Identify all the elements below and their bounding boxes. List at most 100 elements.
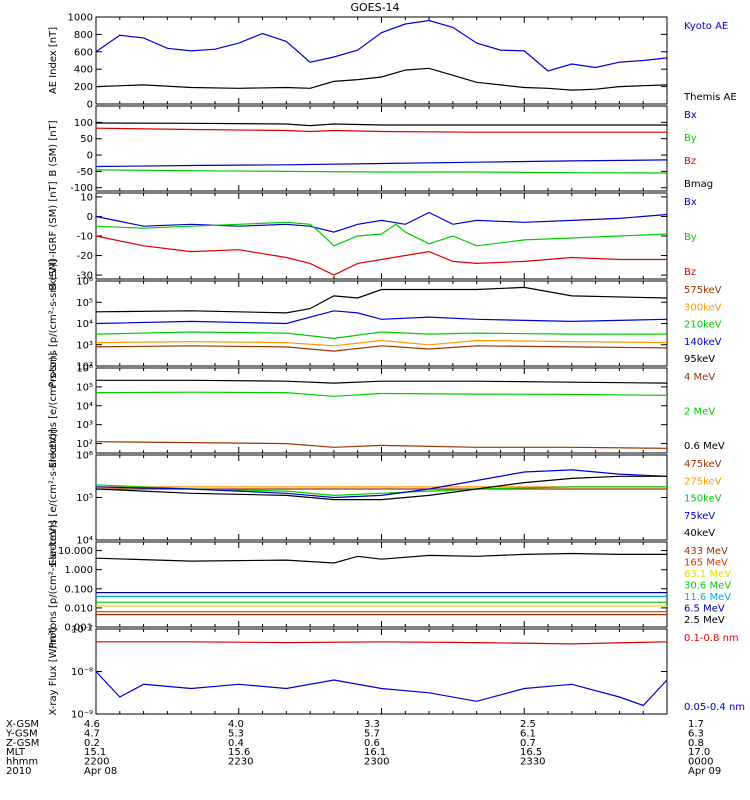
legend-label: 140keV — [684, 337, 722, 348]
footer-row-label: Z-GSM — [6, 738, 39, 749]
y-tick-label: 0.010 — [64, 603, 93, 614]
panel-frame — [95, 454, 668, 541]
series-line — [95, 235, 667, 276]
footer-cell: 16.5 — [520, 747, 542, 758]
legend-label: Themis AE — [683, 92, 737, 103]
series-line — [95, 19, 668, 72]
y-tick-label: -50 — [77, 167, 93, 178]
y-tick-label: -100 — [70, 183, 93, 194]
footer-row-label: 2010 — [6, 766, 31, 777]
legend-label: 63.1 MeV — [684, 569, 731, 580]
y-tick-label: 0 — [87, 100, 93, 111]
legend-label: 11.6 MeV — [684, 592, 731, 603]
footer-cell: Apr 09 — [688, 766, 721, 777]
panel-1: 0 200 400 600 800 1000 AE Index [nT] Kyoto AE Th… — [48, 13, 737, 111]
footer-row-label: hhmm — [6, 757, 38, 768]
footer-cell: 16.1 — [364, 747, 386, 758]
y-tick-label: -20 — [77, 251, 93, 262]
footer-cell: 0.6 — [364, 738, 380, 749]
footer-cell: 6.3 — [688, 728, 704, 739]
y-tick-label: 10⁶ — [76, 364, 93, 375]
y-tick-label: 10⁻⁹ — [71, 710, 93, 721]
legend-label: 275keV — [684, 476, 722, 487]
panel-frame — [95, 280, 668, 367]
y-tick-label: 10 — [80, 192, 93, 203]
series-line — [95, 345, 668, 352]
legend-label: 0.05-0.4 nm — [684, 702, 745, 713]
legend-label: Bz — [684, 156, 696, 167]
series-line — [95, 671, 668, 707]
y-tick-label: 10³ — [76, 420, 93, 431]
series-line — [95, 441, 668, 449]
series-line — [95, 331, 667, 340]
footer-cell: 4.6 — [84, 719, 100, 730]
y-tick-label: 50 — [80, 134, 93, 145]
legend-label: 40keV — [684, 528, 715, 539]
panel-8: 10⁻⁹ 10⁻⁸ 10⁻⁷ X-ray Flux [W/m²] 0.1-0.8 nm 0… — [48, 625, 745, 721]
footer-cell: 0000 — [688, 757, 713, 768]
y-axis-label: X-ray Flux [W/m²] — [48, 627, 59, 715]
legend-label: Bx — [684, 197, 697, 208]
series-line — [95, 475, 667, 501]
y-tick-label: 200 — [74, 82, 93, 93]
y-tick-label: 1.000 — [64, 565, 93, 576]
y-tick-label: 600 — [74, 47, 93, 58]
y-tick-label: 800 — [74, 30, 93, 41]
legend-label: Kyoto AE — [684, 21, 728, 32]
y-tick-label: 0.100 — [64, 584, 93, 595]
y-axis-label: AE Index [nT] — [48, 27, 59, 94]
y-tick-label: 10⁻⁸ — [71, 667, 93, 678]
y-tick-label: 10³ — [76, 340, 93, 351]
series-line — [96, 379, 668, 384]
y-tick-label: 100 — [74, 118, 93, 129]
y-axis-label: Protons [p/(cm²-s-sr-keV)] — [48, 259, 59, 387]
panel-6: 10⁴ 10⁵ 10⁶ Electrons [e/(cm²-s-sr-keV)] 475… — [48, 429, 722, 566]
legend-label: By — [684, 133, 697, 144]
panel-frame — [95, 105, 668, 192]
y-tick-label: 0 — [87, 212, 93, 223]
legend-label: 4 MeV — [684, 372, 715, 383]
chart-title: GOES-14 — [350, 1, 400, 14]
y-tick-label: -30 — [77, 271, 93, 282]
legend-label: 433 MeV — [684, 546, 728, 557]
footer-cell: 2.5 — [520, 719, 536, 730]
legend-label: 210keV — [684, 320, 722, 331]
footer-cell: 2330 — [520, 757, 545, 768]
footer-cell: 1.7 — [688, 719, 704, 730]
series-line — [95, 169, 668, 174]
footer-cell: 5.3 — [228, 728, 244, 739]
y-tick-label: 10⁵ — [76, 298, 93, 309]
legend-label: 300keV — [684, 302, 722, 313]
series-line — [95, 159, 668, 168]
footer-cell: 2230 — [228, 757, 253, 768]
panel-5: 10² 10³ 10⁴ 10⁵ 10⁶ Electrons [e/(cm²-s-sr)] 4… — [48, 353, 725, 469]
legend-label: 475keV — [684, 459, 722, 470]
legend-label: 6.5 MeV — [684, 604, 725, 615]
series-line — [95, 484, 667, 497]
footer-cell: 4.7 — [84, 728, 100, 739]
legend-label: 2 MeV — [684, 407, 715, 418]
series-line — [95, 469, 668, 499]
footer-cell: 6.1 — [520, 728, 536, 739]
legend-label: 150keV — [684, 494, 722, 505]
panel-frame — [95, 16, 668, 105]
legend-label: 165 MeV — [684, 558, 728, 569]
panel-2: -100 -50 0 50 100 B (SM) [nT] Bx By Bz Bmag — [48, 105, 713, 194]
footer-cell: 0.4 — [228, 738, 244, 749]
y-tick-label: 10⁴ — [76, 401, 93, 412]
footer-row-label: MLT — [6, 747, 26, 758]
y-tick-label: 10⁶ — [76, 277, 93, 288]
series-line — [95, 67, 668, 91]
footer-cell: 0.8 — [688, 738, 704, 749]
footer-cell: 3.3 — [364, 719, 380, 730]
panel-frame — [95, 192, 668, 280]
series-line — [95, 286, 668, 314]
legend-label: 575keV — [684, 285, 722, 296]
footer-cell: Apr 08 — [84, 766, 117, 777]
y-tick-label: 10⁵ — [76, 493, 93, 504]
y-tick-label: 1000 — [68, 13, 93, 24]
footer-cell: 4.0 — [228, 719, 244, 730]
y-tick-label: 10² — [76, 439, 93, 450]
